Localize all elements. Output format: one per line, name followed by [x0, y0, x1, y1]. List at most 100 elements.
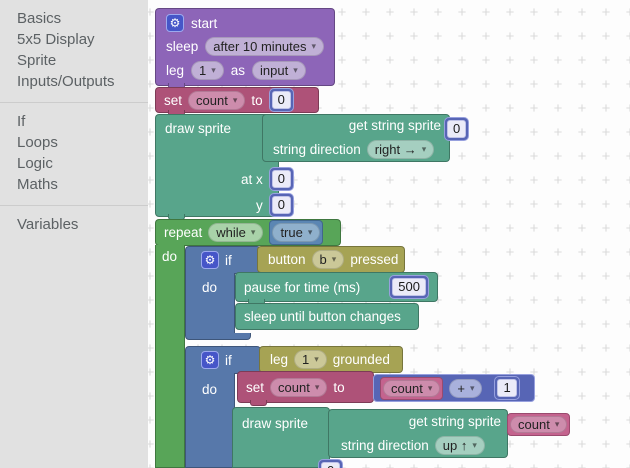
- gear-icon[interactable]: ⚙: [201, 351, 219, 369]
- sprite-value-block[interactable]: 0: [444, 117, 470, 141]
- pause-for-time-block[interactable]: pause for time (ms) 500: [235, 272, 438, 305]
- leg-label: leg: [166, 63, 185, 78]
- as-label: as: [230, 63, 246, 78]
- to-label: to: [333, 379, 345, 395]
- dropdown-arrow-icon: ▾: [311, 41, 317, 51]
- if-button-block-header[interactable]: ⚙ if: [185, 246, 261, 274]
- sleep-mode-dropdown[interactable]: after 10 minutes ▾: [205, 37, 325, 56]
- start-block[interactable]: ⚙ start sleep after 10 minutes ▾ leg 1 ▾…: [155, 8, 335, 89]
- boolean-value: true: [280, 225, 303, 240]
- sidebar-item-basics[interactable]: Basics: [17, 10, 62, 27]
- y-label: y: [256, 197, 263, 213]
- direction-dropdown[interactable]: up ↑ ▾: [434, 436, 485, 455]
- sleep-until-button-changes-block[interactable]: sleep until button changes: [235, 303, 419, 330]
- operator-dropdown[interactable]: + ▾: [449, 378, 483, 398]
- if-leg-block-header[interactable]: ⚙ if: [185, 346, 261, 374]
- dropdown-arrow-icon: ▾: [250, 227, 256, 237]
- repeat-mode-dropdown[interactable]: while ▾: [208, 223, 264, 242]
- sidebar-item-if[interactable]: If: [17, 113, 26, 130]
- workspace-canvas[interactable]: ⚙ start sleep after 10 minutes ▾ leg 1 ▾…: [148, 0, 630, 468]
- pause-value-block[interactable]: 500: [389, 275, 429, 299]
- if-label: if: [225, 252, 232, 268]
- get-string-sprite-row: get string sprite: [329, 414, 501, 429]
- at-x-row: at x 0: [156, 167, 294, 191]
- leg-grounded-condition-block[interactable]: leg 1 ▾ grounded: [259, 346, 403, 373]
- boolean-dropdown[interactable]: true ▾: [272, 223, 321, 242]
- if-leg-do-column[interactable]: do: [185, 373, 235, 468]
- dropdown-arrow-icon: ▾: [211, 65, 216, 75]
- x-value: 0: [271, 170, 291, 188]
- variable-dropdown[interactable]: count ▾: [510, 416, 568, 433]
- boolean-value-block[interactable]: true ▾: [269, 220, 324, 245]
- sidebar-item-sprite[interactable]: Sprite: [17, 52, 57, 69]
- do-label: do: [162, 249, 178, 264]
- dropdown-arrow-icon: ▾: [331, 254, 337, 264]
- grounded-label: grounded: [332, 352, 390, 367]
- variable-dropdown[interactable]: count ▾: [270, 377, 328, 397]
- get-string-sprite-row: get string sprite: [263, 118, 441, 133]
- leg-dropdown[interactable]: 1 ▾: [294, 350, 327, 369]
- dropdown-arrow-icon: ▾: [314, 354, 319, 364]
- draw-sprite-label: draw sprite: [165, 121, 232, 136]
- gear-icon[interactable]: ⚙: [201, 251, 219, 269]
- gear-icon[interactable]: ⚙: [166, 14, 184, 32]
- string-direction-label: string direction: [341, 438, 429, 453]
- repeat-block-header[interactable]: repeat while ▾ true ▾: [155, 219, 341, 246]
- leg-mode-dropdown[interactable]: input ▾: [252, 61, 306, 80]
- sidebar-item-maths[interactable]: Maths: [17, 176, 58, 193]
- variable-value-block[interactable]: count ▾: [507, 413, 571, 436]
- set-variable-block[interactable]: set count ▾ to: [237, 371, 374, 406]
- button-pressed-condition-block[interactable]: button b ▾ pressed: [257, 246, 405, 273]
- dropdown-arrow-icon: ▾: [554, 419, 560, 429]
- repeat-mode-value: while: [216, 225, 246, 240]
- sleep-label: sleep: [166, 39, 199, 54]
- number-value-block[interactable]: 0: [268, 88, 294, 112]
- leg-label: leg: [270, 352, 289, 367]
- leg-value: 1: [302, 352, 310, 367]
- draw-sprite-block[interactable]: draw sprite: [232, 407, 330, 468]
- sleep-mode-value: after 10 minutes: [213, 39, 307, 54]
- leg-number-value: 1: [199, 63, 207, 78]
- start-block-title: start: [191, 15, 218, 31]
- x-value-block[interactable]: 0: [318, 459, 344, 468]
- variable-dropdown[interactable]: count ▾: [188, 90, 246, 110]
- draw-sprite-block[interactable]: draw sprite at x 0 y 0: [155, 114, 294, 220]
- get-string-sprite-block[interactable]: get string sprite 0 string direction rig…: [262, 114, 470, 162]
- leg-number-dropdown[interactable]: 1 ▾: [191, 61, 224, 80]
- variable-dropdown[interactable]: count ▾: [383, 379, 441, 397]
- dropdown-arrow-icon: ▾: [472, 440, 477, 450]
- direction-value: right →: [374, 142, 417, 157]
- variable-value-block[interactable]: count ▾: [380, 376, 444, 400]
- if-button-block-bottom[interactable]: [185, 333, 251, 340]
- operator-value: +: [457, 380, 465, 396]
- x-value-block[interactable]: 0: [268, 167, 294, 191]
- dropdown-arrow-icon: ▾: [293, 65, 298, 75]
- variable-name: count: [196, 92, 228, 108]
- number-value: 1: [497, 379, 517, 397]
- set-label: set: [246, 379, 265, 395]
- arithmetic-block[interactable]: count ▾ + ▾ 1: [373, 374, 535, 402]
- if-button-do-column[interactable]: do: [185, 273, 235, 334]
- set-variable-block[interactable]: set count ▾ to 0: [155, 87, 319, 116]
- direction-dropdown[interactable]: right → ▾: [366, 140, 435, 159]
- repeat-block-do-column[interactable]: do: [155, 245, 185, 468]
- sidebar-item-variables[interactable]: Variables: [17, 216, 79, 233]
- sprite-value: 0: [447, 120, 467, 138]
- sidebar-item-inputs-outputs[interactable]: Inputs/Outputs: [17, 73, 115, 90]
- sprite-variable-value: count: [518, 417, 550, 432]
- string-direction-row: string direction up ↑ ▾: [341, 436, 485, 455]
- number-value: 0: [271, 91, 291, 109]
- y-row: y 0: [156, 193, 294, 217]
- sleep-until-label: sleep until button changes: [244, 309, 401, 324]
- sidebar-item-loops[interactable]: Loops: [17, 134, 58, 151]
- sidebar-item-5x5-display[interactable]: 5x5 Display: [17, 31, 95, 48]
- y-value-block[interactable]: 0: [268, 193, 294, 217]
- leg-mode-value: input: [260, 63, 289, 78]
- toolbox-group-variables: Variables: [0, 206, 148, 245]
- dropdown-arrow-icon: ▾: [314, 381, 320, 392]
- toolbox-group-basics: Basics 5x5 Display Sprite Inputs/Outputs: [0, 0, 148, 103]
- number-value-block[interactable]: 1: [494, 376, 520, 400]
- sidebar-item-logic[interactable]: Logic: [17, 155, 53, 172]
- button-dropdown[interactable]: b ▾: [311, 250, 345, 269]
- get-string-sprite-block[interactable]: get string sprite count ▾ string directi…: [328, 409, 571, 458]
